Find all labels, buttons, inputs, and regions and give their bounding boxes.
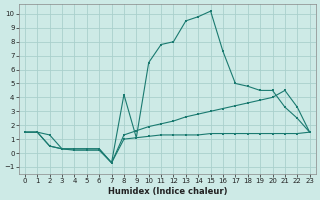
X-axis label: Humidex (Indice chaleur): Humidex (Indice chaleur) [108, 187, 227, 196]
